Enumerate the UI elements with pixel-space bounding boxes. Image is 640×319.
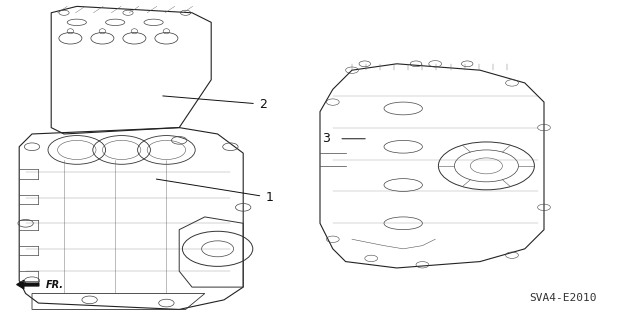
Text: 1: 1 [266,191,273,204]
Text: 2: 2 [259,98,267,111]
FancyArrowPatch shape [17,280,39,289]
Text: 3: 3 [322,132,330,145]
Text: FR.: FR. [46,280,64,290]
Text: SVA4-E2010: SVA4-E2010 [529,293,597,303]
